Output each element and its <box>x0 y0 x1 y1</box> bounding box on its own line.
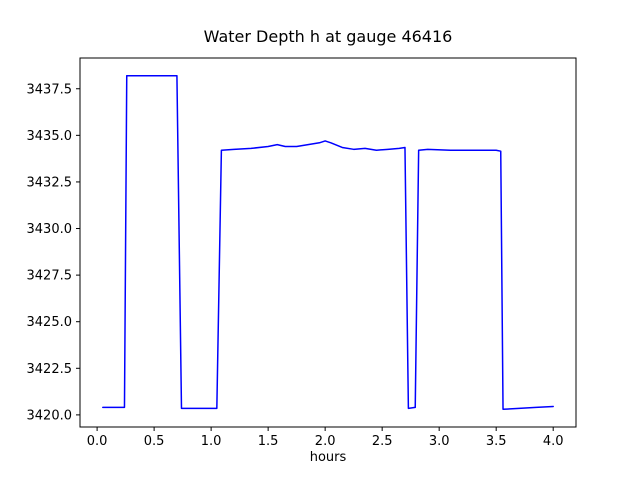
y-tick-label: 3427.5 <box>27 269 73 284</box>
x-tick-label: 2.0 <box>315 434 336 449</box>
y-tick-label: 3422.5 <box>27 362 73 377</box>
chart-title: Water Depth h at gauge 46416 <box>203 27 453 46</box>
x-tick-label: 2.5 <box>372 434 393 449</box>
y-tick-label: 3435.0 <box>27 129 73 144</box>
x-tick-label: 1.5 <box>258 434 279 449</box>
y-tick-label: 3437.5 <box>27 82 73 97</box>
x-tick-label: 0.5 <box>144 434 165 449</box>
y-tick-label: 3420.0 <box>27 408 73 423</box>
x-tick-label: 4.0 <box>543 434 564 449</box>
y-tick-label: 3425.0 <box>27 315 73 330</box>
x-tick-label: 3.0 <box>429 434 450 449</box>
x-tick-label: 0.0 <box>87 434 108 449</box>
water-depth-line <box>102 74 554 411</box>
plot-frame <box>79 57 577 428</box>
x-tick-label: 1.0 <box>201 434 222 449</box>
x-axis-label: hours <box>309 450 347 465</box>
y-tick-label: 3432.5 <box>27 175 73 190</box>
x-tick-label: 3.5 <box>486 434 507 449</box>
y-tick-label: 3430.0 <box>27 222 73 237</box>
